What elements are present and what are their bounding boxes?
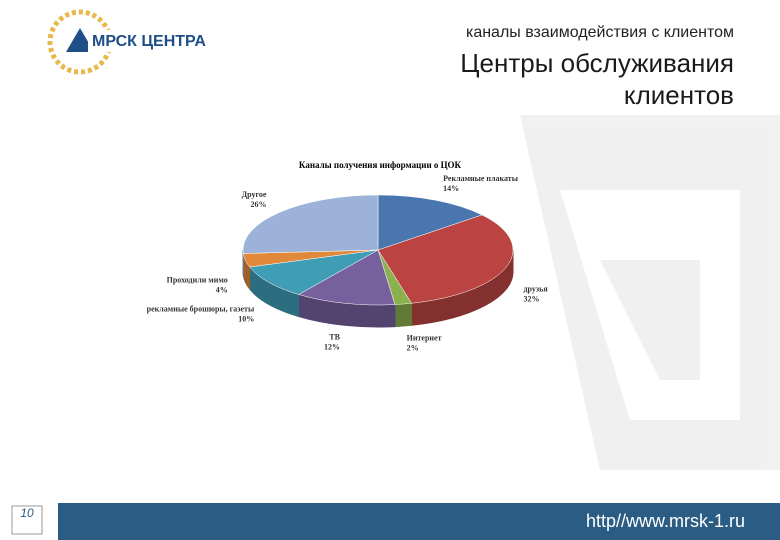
header-subtitle: каналы взаимодействия с клиентом <box>466 24 734 41</box>
slice-label: рекламные брошюры, газеты <box>147 305 255 314</box>
slice-label: Интернет <box>407 334 442 343</box>
slice-value-label: 14% <box>443 184 459 193</box>
header-title: клиентов <box>624 80 734 110</box>
slice-label: Другое <box>242 190 267 199</box>
pie-slice <box>377 214 514 304</box>
slice-value-label: 32% <box>524 294 540 303</box>
slice-value-label: 12% <box>324 343 340 352</box>
pie-slice <box>249 249 379 295</box>
logo-text: МРСК ЦЕНТРА <box>92 33 206 50</box>
pie-slice <box>298 249 396 306</box>
header-title: Центры обслуживания <box>460 48 734 78</box>
slice-label: Проходили мимо <box>167 276 228 285</box>
footer-url: http//www.mrsk-1.ru <box>586 511 745 531</box>
logo: МРСК ЦЕНТРА <box>47 9 206 75</box>
slice-value-label: 4% <box>216 286 228 295</box>
pie-slice <box>242 194 379 254</box>
page-number: 10 <box>20 506 34 520</box>
slice-label: друзья <box>524 284 549 293</box>
slice-label: Рекламные плакаты <box>443 174 519 183</box>
pie-slice <box>377 194 483 251</box>
slice-value-label: 26% <box>250 200 266 209</box>
footer-bar <box>58 503 780 540</box>
background-emblem <box>520 115 780 470</box>
slice-value-label: 10% <box>238 315 254 324</box>
slice-value-label: 2% <box>407 344 419 353</box>
chart-title: Каналы получения информации о ЦОК <box>299 160 462 170</box>
slice-side <box>394 302 413 328</box>
slice-label: ТВ <box>329 333 340 342</box>
page-box <box>11 505 43 535</box>
